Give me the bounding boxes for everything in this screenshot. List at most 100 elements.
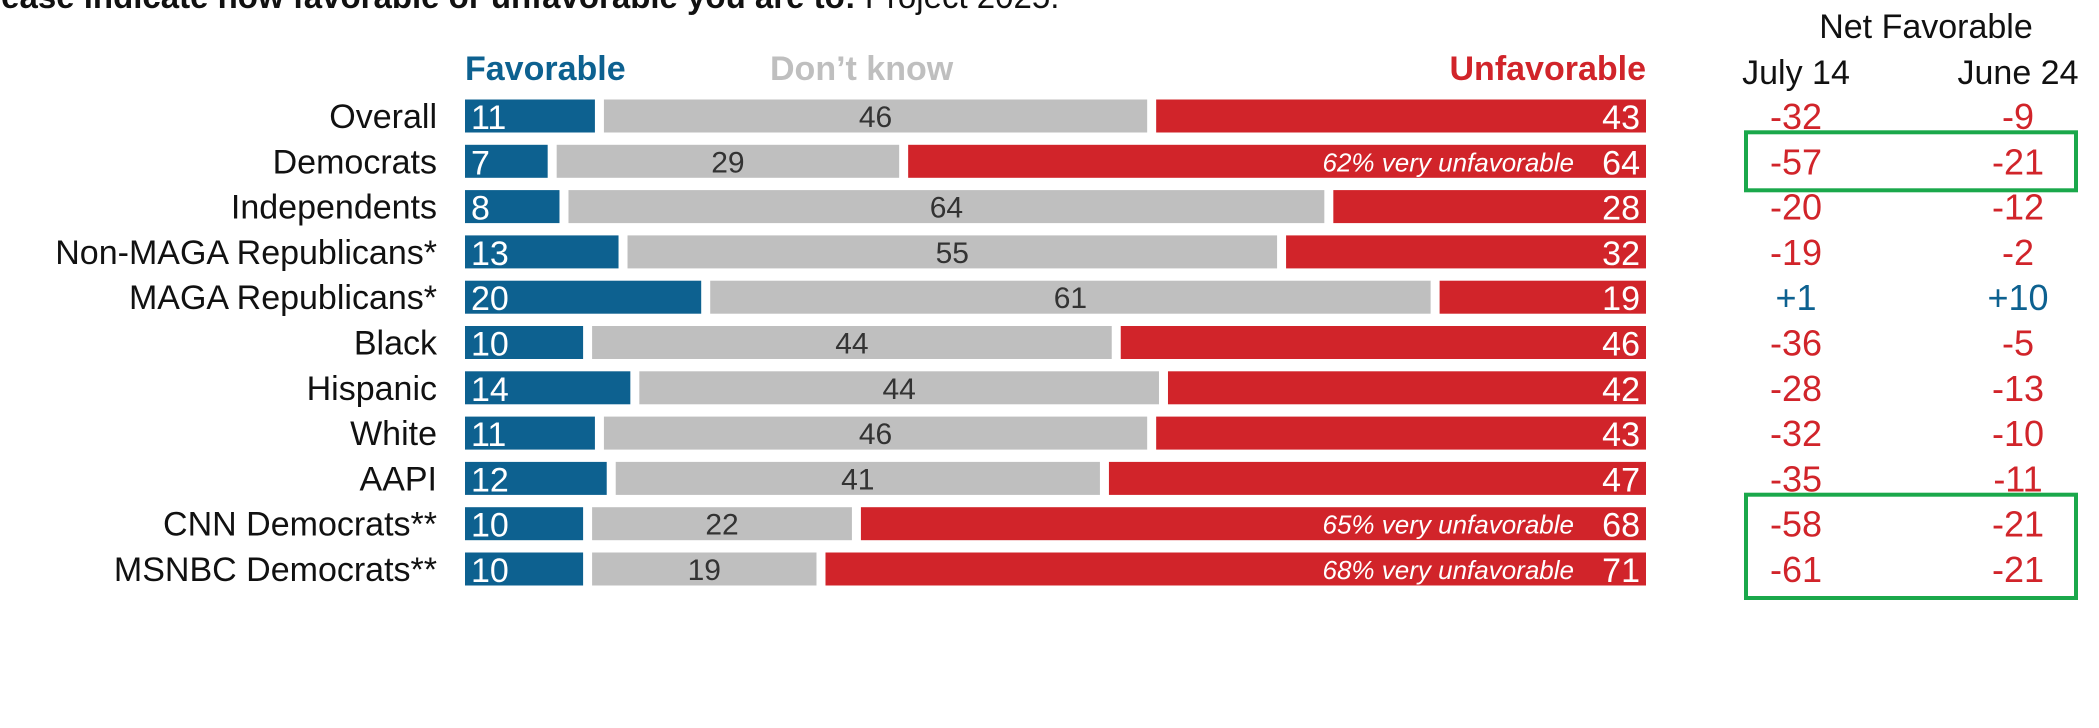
highlight-boxes	[1744, 130, 2078, 601]
favorable-value-label: 10	[471, 552, 509, 590]
unfavorable-value-label: 68	[1602, 507, 1640, 545]
bar-unfavorable	[908, 144, 1646, 178]
bar-unfavorable	[1120, 326, 1646, 359]
dont-know-value-label: 46	[859, 101, 892, 134]
favorable-value-label: 10	[471, 326, 509, 364]
net-july14-value: -36	[1770, 323, 1822, 364]
unfavorable-value-label: 42	[1602, 371, 1640, 409]
bar-dont-know	[592, 326, 1112, 359]
chart-row: Hispanic 14 44 42 -28 -13	[307, 368, 2044, 409]
chart-row: AAPI 12 41 47 -35 -11	[360, 458, 2043, 499]
question-prefix: Please indicate how favorable or unfavor…	[0, 0, 856, 15]
chart-row: Independents 8 64 28 -20 -12	[231, 187, 2044, 228]
dont-know-value-label: 29	[711, 146, 744, 179]
bar-dont-know	[568, 190, 1325, 224]
dont-know-header: Don’t know	[770, 50, 954, 88]
dont-know-value-label: 22	[705, 509, 738, 542]
unfavorable-value-label: 43	[1602, 416, 1640, 454]
unfavorable-value-label: 43	[1602, 99, 1640, 137]
bar-dont-know	[603, 416, 1148, 450]
net-june24-value: -2	[2002, 232, 2034, 273]
highlight-box	[1744, 130, 2078, 193]
net-june24-value: -21	[1992, 549, 2044, 590]
bar-favorable	[465, 371, 631, 405]
net-july14-value: -19	[1770, 232, 1822, 273]
bar-favorable	[465, 461, 607, 495]
bar-unfavorable	[1286, 235, 1646, 269]
chart-row: MAGA Republicans* 20 61 19 +1 +10	[129, 277, 2049, 318]
net-july14-value: -28	[1770, 368, 1822, 409]
dont-know-value-label: 19	[688, 554, 721, 587]
favorable-header: Favorable	[465, 50, 626, 88]
bar-dont-know	[592, 552, 817, 586]
bar-unfavorable	[825, 552, 1646, 586]
row-label: Independents	[231, 189, 437, 227]
bar-favorable	[465, 552, 584, 586]
highlight-box	[1744, 492, 2078, 601]
net-june24-value: +10	[1987, 277, 2048, 318]
favorable-value-label: 12	[471, 461, 509, 499]
favorable-value-label: 13	[471, 235, 509, 273]
net-june24-value: -13	[1992, 368, 2044, 409]
chart-rows: Overall 11 46 43 -32 -9 Democrats 7 29 64 62% very…	[55, 96, 2048, 590]
chart-row: Black 10 44 46 -36 -5	[354, 323, 2034, 364]
net-july14-value: -32	[1770, 96, 1822, 137]
net-july14-value: -35	[1770, 458, 1822, 499]
unfavorable-value-label: 32	[1602, 235, 1640, 273]
bar-favorable	[465, 144, 548, 178]
row-label: Non-MAGA Republicans*	[55, 234, 437, 272]
favorable-value-label: 11	[471, 99, 506, 137]
very-unfavorable-note: 62% very unfavorable	[1323, 147, 1574, 177]
favorable-value-label: 14	[471, 371, 509, 409]
net-july14-value: -20	[1770, 187, 1822, 228]
net-june24-value: -21	[1992, 504, 2044, 545]
favorable-value-label: 10	[471, 507, 509, 545]
chart-row: White 11 46 43 -32 -10	[350, 413, 2044, 454]
very-unfavorable-note: 68% very unfavorable	[1323, 555, 1574, 585]
bar-unfavorable	[1108, 461, 1646, 495]
bar-favorable	[465, 99, 595, 133]
net-june24-value: -10	[1992, 413, 2044, 454]
dont-know-value-label: 46	[859, 418, 892, 451]
row-label: MSNBC Democrats**	[114, 551, 437, 589]
bar-unfavorable	[1156, 416, 1646, 450]
dont-know-value-label: 64	[930, 192, 963, 225]
unfavorable-value-label: 28	[1602, 190, 1640, 228]
chart-row: Overall 11 46 43 -32 -9	[329, 96, 2034, 137]
favorable-value-label: 11	[471, 416, 506, 454]
dont-know-value-label: 44	[835, 328, 868, 361]
row-label: Black	[354, 325, 438, 363]
favorable-value-label: 8	[471, 190, 490, 228]
question-subject: Project 2025.	[865, 0, 1059, 15]
net-june24-value: -11	[1993, 458, 2042, 499]
very-unfavorable-note: 65% very unfavorable	[1323, 510, 1574, 540]
bar-dont-know	[627, 235, 1278, 269]
bar-favorable	[465, 190, 560, 224]
net-june24-value: -12	[1992, 187, 2044, 228]
net-june24-value: -9	[2002, 96, 2034, 137]
favorable-value-label: 7	[471, 144, 490, 182]
dont-know-value-label: 41	[841, 463, 874, 496]
unfavorable-value-label: 64	[1602, 144, 1640, 182]
bar-unfavorable	[1156, 99, 1646, 133]
net-july14-value: -58	[1770, 504, 1822, 545]
dont-know-value-label: 55	[936, 237, 969, 270]
row-label: Hispanic	[307, 370, 437, 408]
bar-dont-know	[639, 371, 1159, 405]
unfavorable-value-label: 71	[1602, 552, 1640, 590]
bar-dont-know	[592, 507, 852, 541]
question-text: Please indicate how favorable or unfavor…	[0, 0, 1059, 15]
chart-row: Democrats 7 29 64 62% very unfavorable -57 -21	[273, 141, 2044, 182]
net-favorable-header: Net Favorable	[1819, 8, 2033, 46]
dont-know-value-label: 61	[1054, 282, 1087, 315]
favorable-value-label: 20	[471, 280, 509, 318]
unfavorable-value-label: 46	[1602, 326, 1640, 364]
unfavorable-value-label: 47	[1602, 461, 1640, 499]
unfavorable-value-label: 19	[1602, 280, 1640, 318]
bar-favorable	[465, 326, 584, 359]
bar-dont-know	[710, 280, 1431, 314]
row-label: White	[350, 415, 437, 453]
bar-unfavorable	[1439, 280, 1646, 314]
net-july14-value: -32	[1770, 413, 1822, 454]
